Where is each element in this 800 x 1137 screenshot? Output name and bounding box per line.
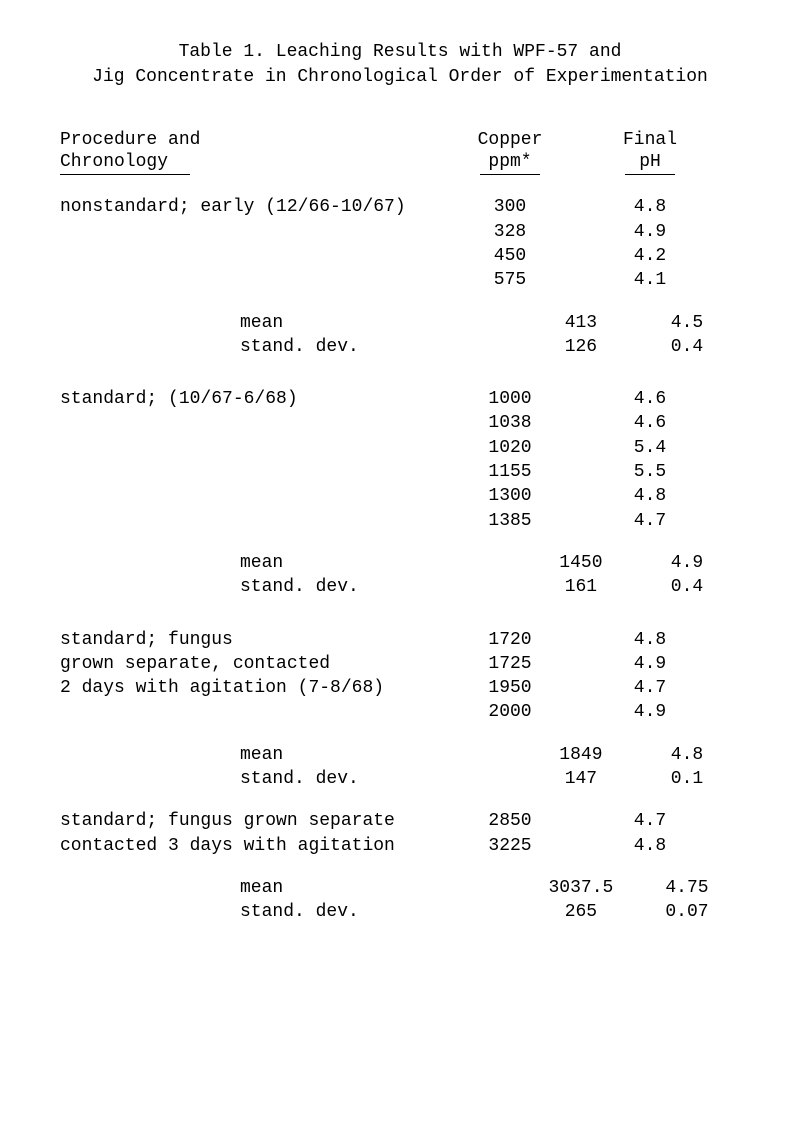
ph-value: 4.8 [580, 628, 720, 652]
section-label: grown separate, contacted [60, 652, 440, 676]
table-row: 450 4.2 [60, 244, 740, 268]
section-label: standard; (10/67-6/68) [60, 387, 440, 411]
copper-value: 1385 [440, 509, 580, 533]
copper-value: 3225 [440, 834, 580, 858]
table-row: standard; fungus grown separate 2850 4.7 [60, 809, 740, 833]
stddev-label: stand. dev. [60, 575, 528, 599]
stddev-copper: 265 [528, 900, 634, 924]
stat-row: mean 1849 4.8 [60, 743, 740, 767]
stat-row: stand. dev. 147 0.1 [60, 767, 740, 791]
table-row: nonstandard; early (12/66-10/67) 300 4.8 [60, 195, 740, 219]
mean-copper: 3037.5 [528, 876, 634, 900]
ph-value: 4.2 [580, 244, 720, 268]
table-row: 1300 4.8 [60, 484, 740, 508]
ph-value: 4.6 [580, 411, 720, 435]
header-row-2: Chronology ppm* pH [60, 152, 740, 175]
mean-ph: 4.8 [634, 743, 740, 767]
ph-value: 4.8 [580, 195, 720, 219]
ph-value: 5.5 [580, 460, 720, 484]
stddev-copper: 147 [528, 767, 634, 791]
ph-value: 4.9 [580, 220, 720, 244]
header-col1-line1: Procedure and [60, 130, 440, 150]
table-row: 1155 5.5 [60, 460, 740, 484]
mean-copper: 413 [528, 311, 634, 335]
stddev-label: stand. dev. [60, 335, 528, 359]
table-row: 2000 4.9 [60, 700, 740, 724]
title-line1: Table 1. Leaching Results with WPF-57 an… [60, 40, 740, 65]
header-col1-line2: Chronology [60, 152, 190, 175]
copper-value: 2000 [440, 700, 580, 724]
header-col3-line2: pH [625, 152, 675, 175]
section-label: standard; fungus [60, 628, 440, 652]
mean-ph: 4.75 [634, 876, 740, 900]
mean-label: mean [60, 551, 528, 575]
copper-value: 575 [440, 268, 580, 292]
copper-value: 1300 [440, 484, 580, 508]
mean-label: mean [60, 876, 528, 900]
copper-value: 300 [440, 195, 580, 219]
section-label: standard; fungus grown separate [60, 809, 440, 833]
table-row: 328 4.9 [60, 220, 740, 244]
section-label: 2 days with agitation (7-8/68) [60, 676, 440, 700]
copper-value: 1020 [440, 436, 580, 460]
ph-value: 4.6 [580, 387, 720, 411]
table-row: standard; fungus 1720 4.8 [60, 628, 740, 652]
stddev-copper: 161 [528, 575, 634, 599]
copper-value: 1038 [440, 411, 580, 435]
ph-value: 4.7 [580, 809, 720, 833]
copper-value: 328 [440, 220, 580, 244]
copper-value: 1720 [440, 628, 580, 652]
ph-value: 4.9 [580, 652, 720, 676]
section-label: contacted 3 days with agitation [60, 834, 440, 858]
ph-value: 4.8 [580, 834, 720, 858]
stddev-copper: 126 [528, 335, 634, 359]
data-table: Procedure and Copper Final Chronology pp… [60, 130, 740, 924]
ph-value: 4.7 [580, 676, 720, 700]
mean-label: mean [60, 311, 528, 335]
table-row: standard; (10/67-6/68) 1000 4.6 [60, 387, 740, 411]
table-row: 1038 4.6 [60, 411, 740, 435]
header-col2-line2: ppm* [480, 152, 540, 175]
copper-value: 450 [440, 244, 580, 268]
stat-row: mean 1450 4.9 [60, 551, 740, 575]
copper-value: 2850 [440, 809, 580, 833]
ph-value: 4.9 [580, 700, 720, 724]
mean-copper: 1450 [528, 551, 634, 575]
stat-row: stand. dev. 265 0.07 [60, 900, 740, 924]
table-row: 575 4.1 [60, 268, 740, 292]
ph-value: 4.1 [580, 268, 720, 292]
table-row: 1020 5.4 [60, 436, 740, 460]
mean-copper: 1849 [528, 743, 634, 767]
copper-value: 1950 [440, 676, 580, 700]
ph-value: 4.8 [580, 484, 720, 508]
stat-row: stand. dev. 126 0.4 [60, 335, 740, 359]
title-line2: Jig Concentrate in Chronological Order o… [60, 65, 740, 90]
mean-ph: 4.5 [634, 311, 740, 335]
stat-row: mean 413 4.5 [60, 311, 740, 335]
mean-ph: 4.9 [634, 551, 740, 575]
table-row: 1385 4.7 [60, 509, 740, 533]
stat-row: mean 3037.5 4.75 [60, 876, 740, 900]
header-col3-line1: Final [580, 130, 720, 150]
copper-value: 1000 [440, 387, 580, 411]
header-col2-line1: Copper [440, 130, 580, 150]
ph-value: 5.4 [580, 436, 720, 460]
ph-value: 4.7 [580, 509, 720, 533]
table-row: grown separate, contacted 1725 4.9 [60, 652, 740, 676]
stddev-ph: 0.4 [634, 575, 740, 599]
stddev-label: stand. dev. [60, 767, 528, 791]
stddev-label: stand. dev. [60, 900, 528, 924]
table-title: Table 1. Leaching Results with WPF-57 an… [60, 40, 740, 90]
section-label: nonstandard; early (12/66-10/67) [60, 195, 440, 219]
stddev-ph: 0.07 [634, 900, 740, 924]
copper-value: 1725 [440, 652, 580, 676]
table-row: 2 days with agitation (7-8/68) 1950 4.7 [60, 676, 740, 700]
copper-value: 1155 [440, 460, 580, 484]
table-row: contacted 3 days with agitation 3225 4.8 [60, 834, 740, 858]
mean-label: mean [60, 743, 528, 767]
stddev-ph: 0.4 [634, 335, 740, 359]
header-row-1: Procedure and Copper Final [60, 130, 740, 150]
stddev-ph: 0.1 [634, 767, 740, 791]
stat-row: stand. dev. 161 0.4 [60, 575, 740, 599]
